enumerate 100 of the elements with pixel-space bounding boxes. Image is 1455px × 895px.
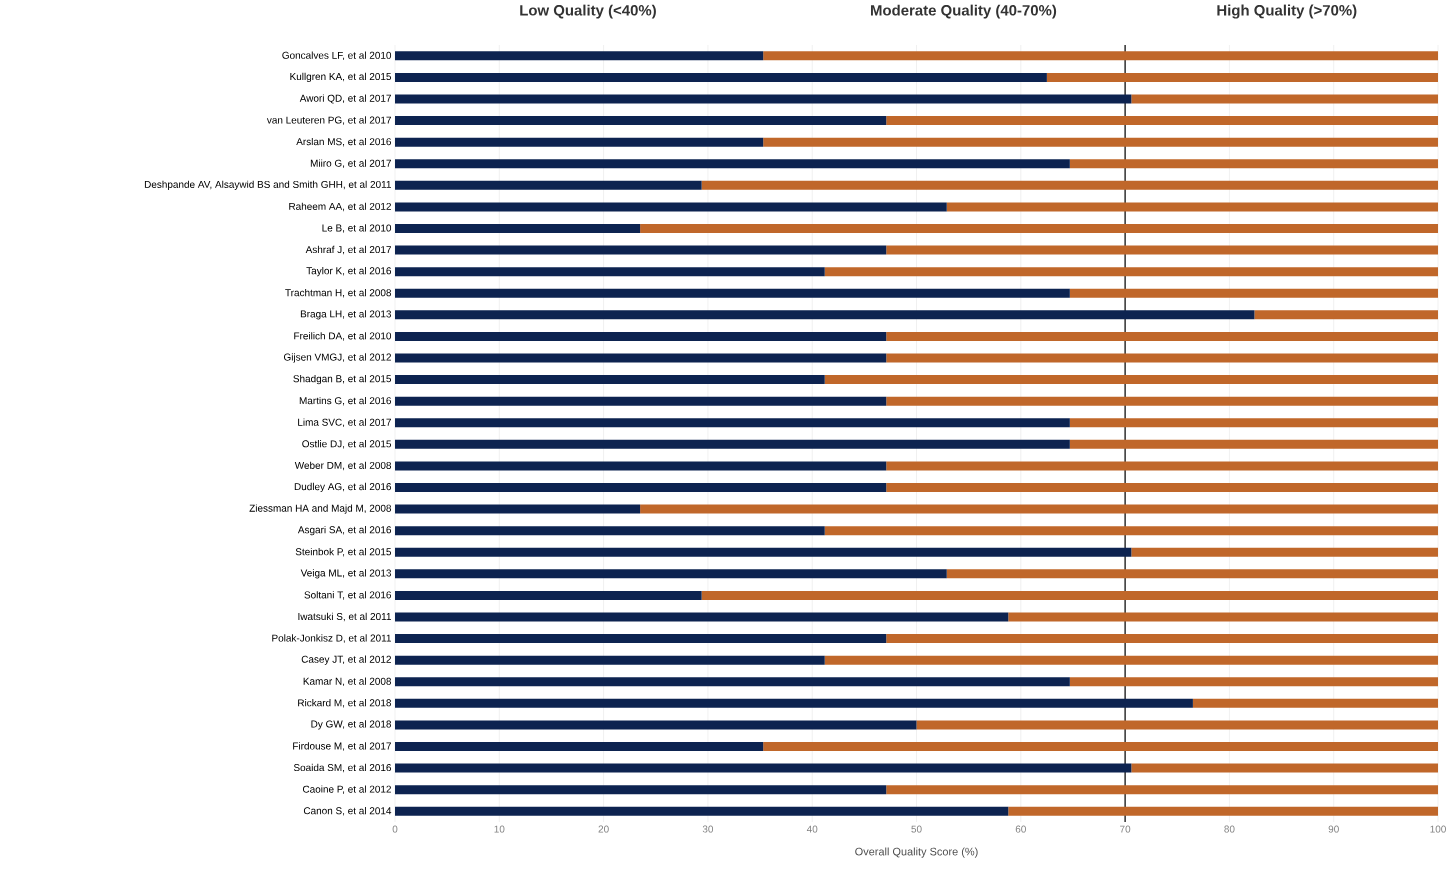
y-tick-label: Kullgren KA, et al 2015 (290, 72, 392, 83)
bar (886, 396, 1439, 406)
x-tick-label: 80 (1224, 825, 1235, 833)
x-tick-label: 50 (911, 825, 922, 833)
x-tick-label: 90 (1328, 825, 1339, 833)
bar (824, 655, 1439, 665)
bar (886, 245, 1439, 255)
x-tick-label: 30 (702, 825, 714, 833)
bar (886, 331, 1439, 341)
y-tick-label: Awori QD, et al 2017 (299, 94, 391, 104)
bar (395, 331, 887, 341)
y-tick-label: Goncalves LF, et al 2010 (282, 51, 392, 61)
y-tick-label: Raheem AA, et al 2012 (289, 202, 391, 212)
bar (1069, 439, 1439, 449)
bar (763, 741, 1439, 751)
y-tick-label: Canon S, et al 2014 (303, 806, 392, 816)
y-tick-label: Soltani T, et al 2016 (304, 591, 392, 600)
bar (763, 51, 1439, 61)
bar (946, 569, 1439, 579)
y-tick-label: Firdouse M, et al 2017 (293, 742, 391, 751)
bar (395, 418, 1070, 428)
bar (395, 267, 825, 277)
bar (395, 137, 764, 147)
y-tick-label: Arslan MS, et al 2016 (296, 137, 392, 147)
y-tick-label: Braga LH, et al 2013 (300, 310, 392, 320)
bar (824, 267, 1439, 277)
bar (1131, 547, 1439, 557)
bar (886, 482, 1439, 492)
bar (395, 526, 825, 536)
x-tick-label: 0 (392, 825, 398, 833)
bar (1192, 698, 1439, 708)
y-tick-label: Trachtman H, et al 2008 (285, 288, 392, 298)
bar (395, 245, 887, 255)
bar (1069, 288, 1439, 298)
bar (916, 720, 1439, 730)
bar (824, 526, 1439, 536)
bar (395, 698, 1193, 708)
bar (395, 569, 947, 579)
bar (395, 288, 1070, 298)
y-tick-label: Taylor K, et al 2016 (306, 266, 392, 277)
bar (395, 72, 1047, 82)
bar (1069, 418, 1439, 428)
bar (395, 94, 1132, 104)
y-tick-label: Weber DM, et al 2008 (294, 461, 392, 471)
bar (395, 785, 887, 795)
x-tick-label: 60 (1015, 825, 1026, 833)
y-tick-label: Asgari SA, et al 2016 (297, 525, 392, 536)
bar (886, 634, 1439, 644)
bar (395, 375, 825, 385)
y-tick-label: Ashraf J, et al 2017 (305, 245, 391, 255)
bar (1069, 677, 1439, 687)
y-tick-label: Iwatsuki S, et al 2011 (298, 612, 391, 622)
bar (395, 720, 917, 730)
y-tick-label: Le B, et al 2010 (322, 224, 392, 233)
bar (640, 223, 1439, 233)
bar (1008, 806, 1439, 816)
x-tick-label: 100 (1430, 825, 1446, 833)
text: Moderate Quality (40-70%) (871, 4, 1057, 19)
bar (395, 677, 1070, 687)
y-tick-label: Kamar N, et al 2008 (303, 677, 392, 686)
y-tick-label: Ziessman HA and Majd M, 2008 (249, 504, 392, 514)
bar (395, 353, 887, 363)
y-tick-label: Dy GW, et al 2018 (311, 720, 392, 730)
bar (1046, 72, 1439, 82)
bar (395, 439, 1070, 449)
x-tick-label: 70 (1120, 825, 1131, 833)
bar (395, 202, 947, 212)
y-tick-label: Ostlie DJ, et al 2015 (302, 440, 392, 449)
y-tick-label: Polak-Jonkisz D, et al 2011 (272, 634, 391, 643)
y-tick-label: Shadgan B, et al 2015 (293, 374, 392, 385)
bar (886, 116, 1439, 126)
x-tick-label: 20 (598, 825, 609, 833)
y-tick-label: Casey JT, et al 2012 (301, 655, 391, 665)
x-axis-title: Overall Quality Score (%) (855, 847, 978, 858)
y-tick-label: van Leuteren PG, et al 2017 (266, 116, 391, 125)
y-tick-label: Veiga ML, et al 2013 (300, 569, 392, 579)
bar (395, 310, 1255, 320)
bar (395, 461, 887, 471)
bar (1131, 94, 1439, 104)
bar (886, 461, 1439, 471)
bar (395, 806, 1009, 816)
bar (395, 116, 887, 126)
y-tick-label: Deshpande AV, Alsaywid BS and Smith GHH, et al 2011 (144, 180, 391, 190)
bar (395, 223, 641, 233)
bar (701, 180, 1439, 190)
bar (395, 547, 1132, 557)
bar (395, 612, 1009, 622)
x-tick-label: 10 (494, 825, 505, 833)
bar (824, 375, 1439, 385)
bar (1008, 612, 1439, 622)
y-tick-label: Rickard M, et al 2018 (298, 699, 392, 708)
bar (640, 504, 1439, 514)
y-tick-label: Miiro G, et al 2017 (310, 159, 391, 168)
bar (395, 482, 887, 492)
y-tick-label: Soaida SM, et al 2016 (293, 763, 392, 773)
y-tick-label: Martins G, et al 2016 (299, 396, 392, 406)
y-tick-label: Lima SVC, et al 2017 (298, 418, 391, 427)
bar (1069, 159, 1439, 169)
bar (395, 634, 887, 644)
bar (886, 353, 1439, 363)
